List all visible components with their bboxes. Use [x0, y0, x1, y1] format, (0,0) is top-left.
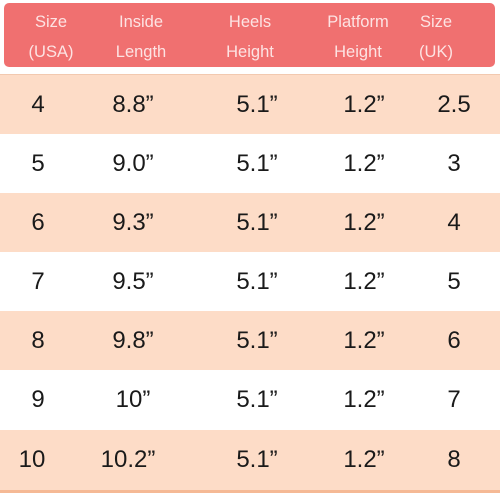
cell-inside-length: 9.8” [112, 327, 154, 354]
cell-heels-height: 5.1” [236, 268, 278, 295]
cell-size-usa: 9 [31, 386, 45, 413]
cell-inside-length: 10.2” [100, 446, 156, 473]
table-row: 6 9.3” 5.1” 1.2” 4 [0, 193, 500, 252]
header-line: Height [334, 43, 382, 61]
cell-inside-length: 9.0” [112, 150, 154, 177]
header-size-usa: Size (USA) [0, 3, 106, 67]
header-heels-height: Heels Height [195, 3, 305, 67]
cell-size-usa: 8 [31, 327, 45, 354]
cell-heels-height: 5.1” [236, 327, 278, 354]
cell-heels-height: 5.1” [236, 446, 278, 473]
cell-inside-length: 8.8” [112, 91, 154, 118]
header-divider [0, 74, 500, 75]
cell-platform-height: 1.2” [343, 209, 385, 236]
cell-size-usa: 10 [18, 446, 46, 473]
table-row: 7 9.5” 5.1” 1.2” 5 [0, 252, 500, 311]
header-platform-height: Platform Height [303, 3, 413, 67]
cell-size-uk: 6 [447, 327, 461, 354]
cell-platform-height: 1.2” [343, 268, 385, 295]
header-line: Inside [118, 13, 164, 31]
table-row: 9 10” 5.1” 1.2” 7 [0, 370, 500, 429]
header-size-uk: Size (UK) [381, 3, 491, 67]
header-line: Size [34, 13, 68, 31]
cell-platform-height: 1.2” [343, 327, 385, 354]
header-line: Height [226, 43, 274, 61]
header-line: (USA) [28, 43, 74, 61]
cell-platform-height: 1.2” [343, 91, 385, 118]
header-line: (UK) [419, 43, 453, 61]
cell-size-usa: 7 [31, 268, 45, 295]
table-row: 8 9.8” 5.1” 1.2” 6 [0, 311, 500, 370]
cell-inside-length: 9.3” [112, 209, 154, 236]
header-line: Platform [327, 13, 389, 31]
cell-size-uk: 7 [447, 386, 461, 413]
cell-size-uk: 3 [447, 150, 461, 177]
cell-size-uk: 8 [447, 446, 461, 473]
cell-platform-height: 1.2” [343, 386, 385, 413]
table-bottom-border [0, 490, 500, 493]
table-row: 4 8.8” 5.1” 1.2” 2.5 [0, 75, 500, 134]
header-line: Length [115, 43, 167, 61]
cell-inside-length: 9.5” [112, 268, 154, 295]
header-line: Heels [228, 13, 272, 31]
cell-inside-length: 10” [115, 386, 151, 413]
header-line: Size [419, 13, 453, 31]
cell-size-uk: 2.5 [437, 91, 471, 118]
cell-heels-height: 5.1” [236, 91, 278, 118]
cell-size-usa: 4 [31, 91, 45, 118]
table-row: 5 9.0” 5.1” 1.2” 3 [0, 134, 500, 193]
cell-size-uk: 4 [447, 209, 461, 236]
header-inside-length: Inside Length [86, 3, 196, 67]
cell-heels-height: 5.1” [236, 150, 278, 177]
cell-size-usa: 5 [31, 150, 45, 177]
cell-platform-height: 1.2” [343, 150, 385, 177]
table-row: 10 10.2” 5.1” 1.2” 8 [0, 430, 500, 490]
cell-heels-height: 5.1” [236, 209, 278, 236]
cell-platform-height: 1.2” [343, 446, 385, 473]
cell-size-usa: 6 [31, 209, 45, 236]
table-header: Size (USA) Inside Length Heels Height Pl… [4, 3, 495, 67]
cell-size-uk: 5 [447, 268, 461, 295]
cell-heels-height: 5.1” [236, 386, 278, 413]
